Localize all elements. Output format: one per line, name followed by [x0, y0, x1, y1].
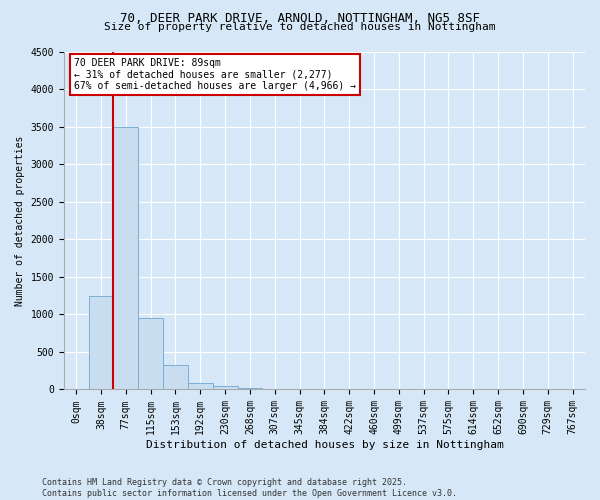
Bar: [113, 126, 138, 390]
Bar: [212, 386, 238, 390]
Bar: [89, 296, 113, 390]
X-axis label: Distribution of detached houses by size in Nottingham: Distribution of detached houses by size …: [146, 440, 503, 450]
Text: 70, DEER PARK DRIVE, ARNOLD, NOTTINGHAM, NG5 8SF: 70, DEER PARK DRIVE, ARNOLD, NOTTINGHAM,…: [120, 12, 480, 26]
Y-axis label: Number of detached properties: Number of detached properties: [15, 136, 25, 306]
Bar: [163, 366, 188, 390]
Text: 70 DEER PARK DRIVE: 89sqm
← 31% of detached houses are smaller (2,277)
67% of se: 70 DEER PARK DRIVE: 89sqm ← 31% of detac…: [74, 58, 356, 92]
Bar: [262, 388, 287, 390]
Bar: [238, 388, 262, 390]
Text: Contains HM Land Registry data © Crown copyright and database right 2025.
Contai: Contains HM Land Registry data © Crown c…: [42, 478, 457, 498]
Text: Size of property relative to detached houses in Nottingham: Size of property relative to detached ho…: [104, 22, 496, 32]
Bar: [138, 318, 163, 390]
Bar: [188, 382, 212, 390]
